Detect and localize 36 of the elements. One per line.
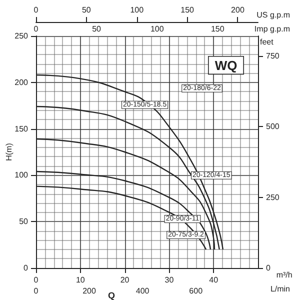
y-tick-label: 100 [14,170,29,180]
text: 100 [150,24,164,34]
y2-tick-label: 250 [266,192,280,202]
x2-tick-label: 100 [130,6,144,14]
text: 0 [34,24,39,34]
text: 50 [92,24,102,34]
x2-axis-title: US g.p.m [256,10,290,20]
y-tick-label: 250 [14,32,29,40]
y2-tick-label: 0 [266,264,271,272]
x-tick-label: 40 [209,276,219,284]
text: 400 [136,286,150,296]
text: Q [108,290,116,300]
x2-tick-label: 0 [34,6,39,14]
x-tick-label: 10 [76,276,86,284]
x2-tick-label: 50 [82,6,92,14]
y-tick-label: 50 [19,217,29,226]
text: 150 [210,24,225,34]
y2-axis-title: feet [260,38,274,46]
text: 600 [189,286,204,296]
text: 200 [82,286,96,296]
x2-tick-label: 150 [180,6,195,14]
x-axis-title: m³/h [276,270,292,280]
x2-tick-label: 200 [231,6,245,14]
text: 0 [34,286,39,296]
x-tick-label: 30 [164,276,174,284]
x-tick-label: 0 [34,276,39,284]
y-tick-label: 200 [14,78,29,87]
y-tick-label: 150 [14,124,29,134]
x-tick-label: 20 [120,276,130,284]
y2-tick-label: 500 [266,122,280,132]
y-axis-title: H(m) [4,142,14,161]
text: L/min [270,284,290,294]
y-tick-label: 0 [24,264,29,272]
y2-tick-label: 750 [266,51,280,60]
text: Imp g.p.m [254,24,290,34]
annotation: WQ [214,58,238,73]
